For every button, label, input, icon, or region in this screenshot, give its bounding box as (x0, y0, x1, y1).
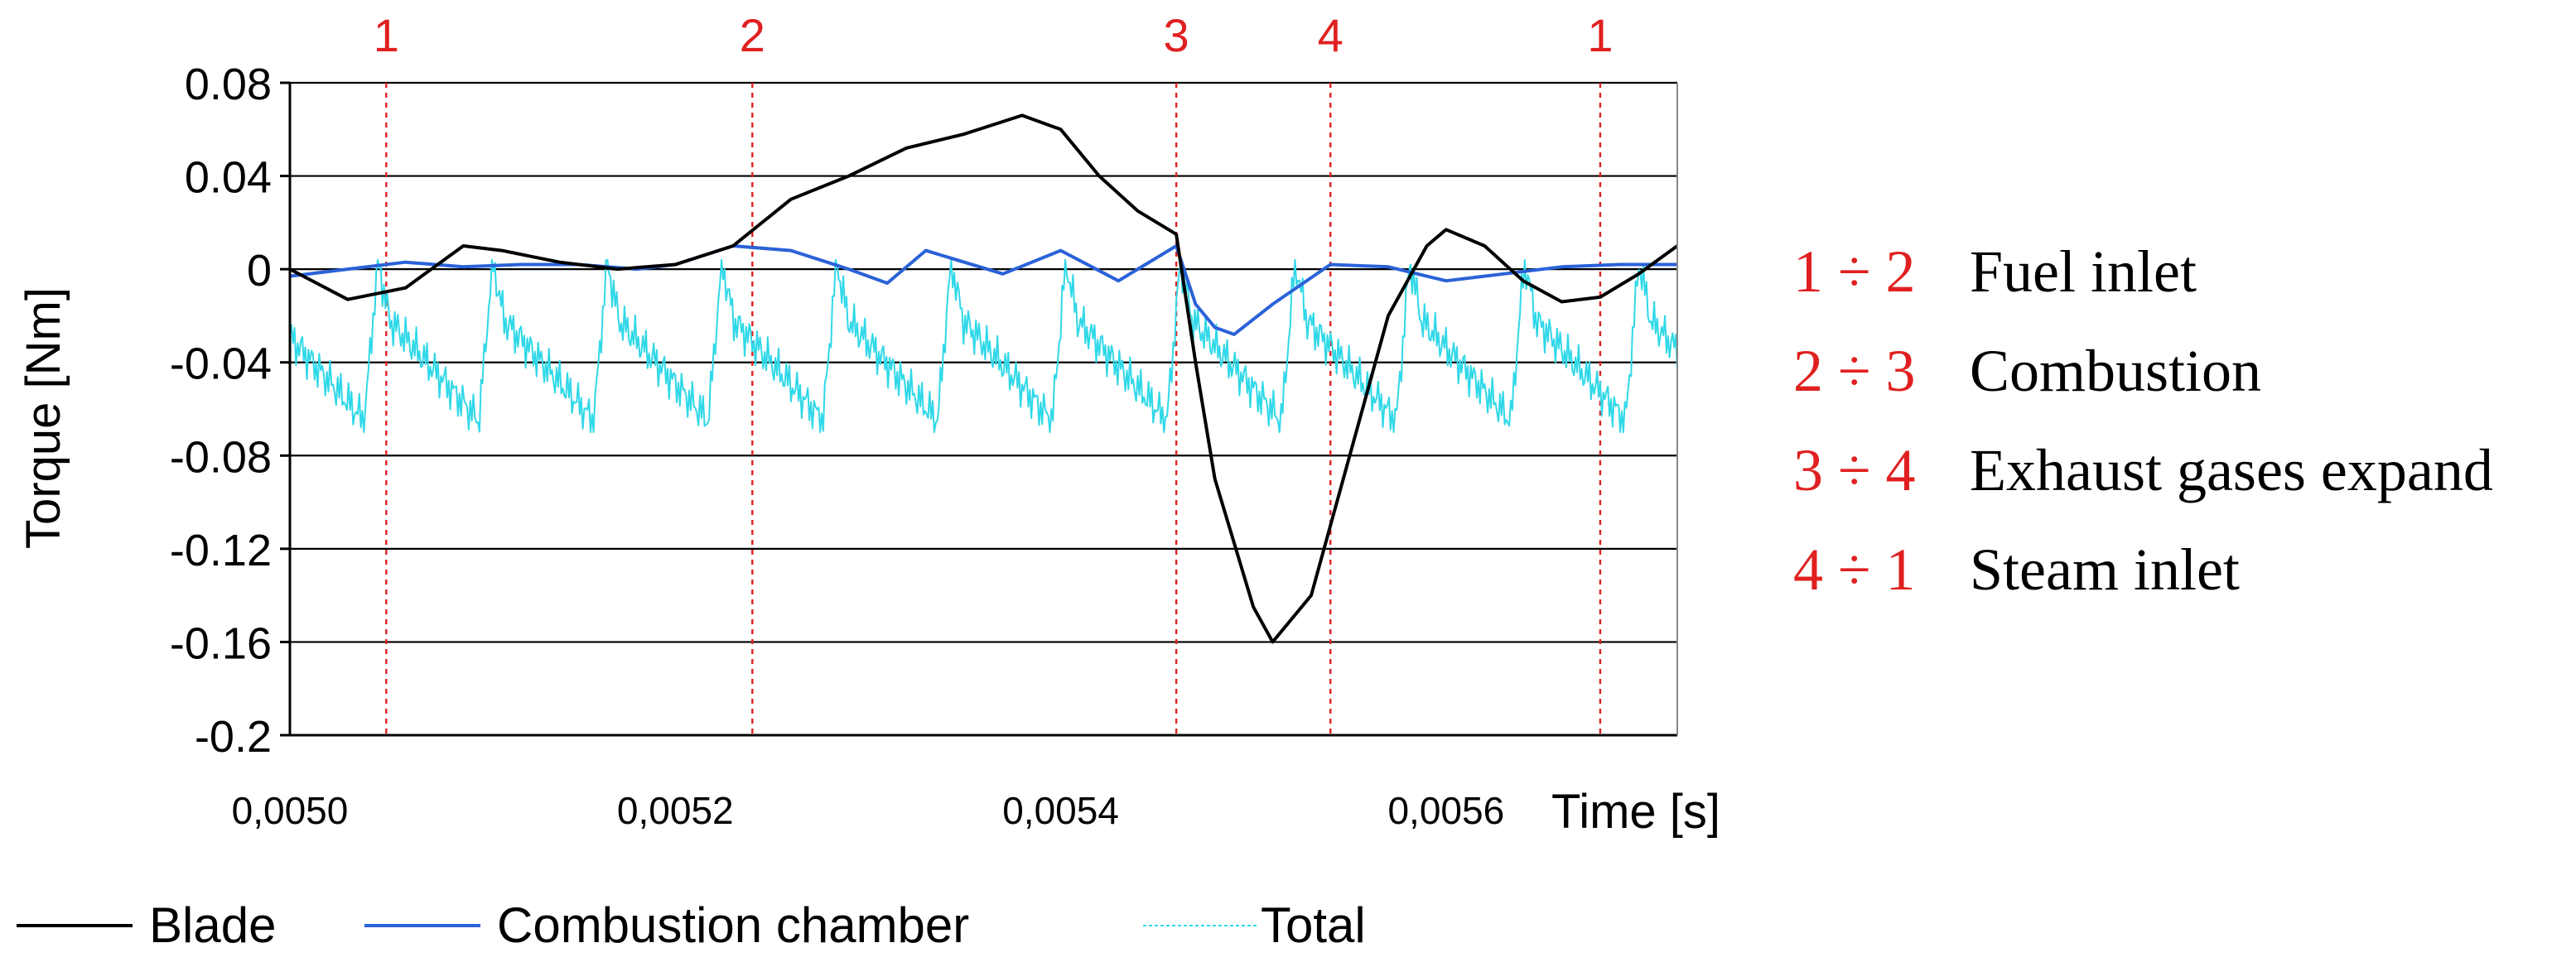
legend-label: Total (1261, 897, 1366, 953)
phase-label: Exhaust gases expand (1970, 437, 2493, 503)
phase-label: Fuel inlet (1970, 238, 2197, 305)
phase-range: 3 ÷ 4 (1793, 437, 1916, 503)
x-tick-label: 0,0050 (232, 789, 349, 832)
series-line-blade (289, 113, 1679, 644)
phase-list: 1 ÷ 2 Fuel inlet 2 ÷ 3 Combustion 3 ÷ 4 Exhau… (1793, 238, 2493, 603)
y-tick-label: -0.2 (195, 712, 272, 762)
grid-lines (290, 81, 1677, 643)
series-line-combustion-chamber (289, 244, 1677, 336)
x-tick-label: 0,0052 (617, 789, 734, 832)
y-tick-label: 0.04 (185, 153, 272, 203)
series-line-total (289, 258, 1678, 434)
phase-range: 1 ÷ 2 (1793, 238, 1916, 305)
y-tick-label: -0.08 (170, 432, 272, 482)
phase-label: Combustion (1970, 338, 2261, 404)
phase-marker-label: 2 (740, 9, 765, 61)
x-tick-label: 0,0054 (1002, 789, 1119, 832)
phase-range: 2 ÷ 3 (1793, 338, 1916, 404)
y-tick-label: -0.16 (170, 618, 272, 668)
series-lines (289, 113, 1679, 644)
legend-label: Blade (149, 897, 276, 953)
legend: Blade Combustion chamber Total (17, 897, 1366, 953)
legend-label: Combustion chamber (497, 897, 969, 953)
tick-labels: 0.08 0.04 0 -0.04 -0.08 -0.12 -0.16 -0.2 0,0050 0… (170, 60, 1504, 832)
phase-range: 4 ÷ 1 (1793, 536, 1916, 603)
y-tick-label: 0.08 (185, 60, 272, 109)
phase-marker-label: 1 (1587, 9, 1613, 61)
phase-marker-label: 4 (1318, 9, 1343, 61)
y-axis-label: Torque [Nm] (17, 287, 70, 549)
phase-markers: 1 2 3 4 1 (374, 9, 1614, 735)
y-tick-label: -0.12 (170, 526, 272, 575)
y-tick-label: 0 (247, 246, 272, 296)
phase-label: Steam inlet (1970, 536, 2240, 603)
phase-marker-label: 3 (1164, 9, 1189, 61)
y-tick-label: -0.04 (170, 339, 272, 389)
x-axis-label: Time [s] (1551, 785, 1720, 839)
x-tick-label: 0,0056 (1387, 789, 1504, 832)
axes (280, 81, 1678, 737)
phase-marker-label: 1 (374, 9, 399, 61)
